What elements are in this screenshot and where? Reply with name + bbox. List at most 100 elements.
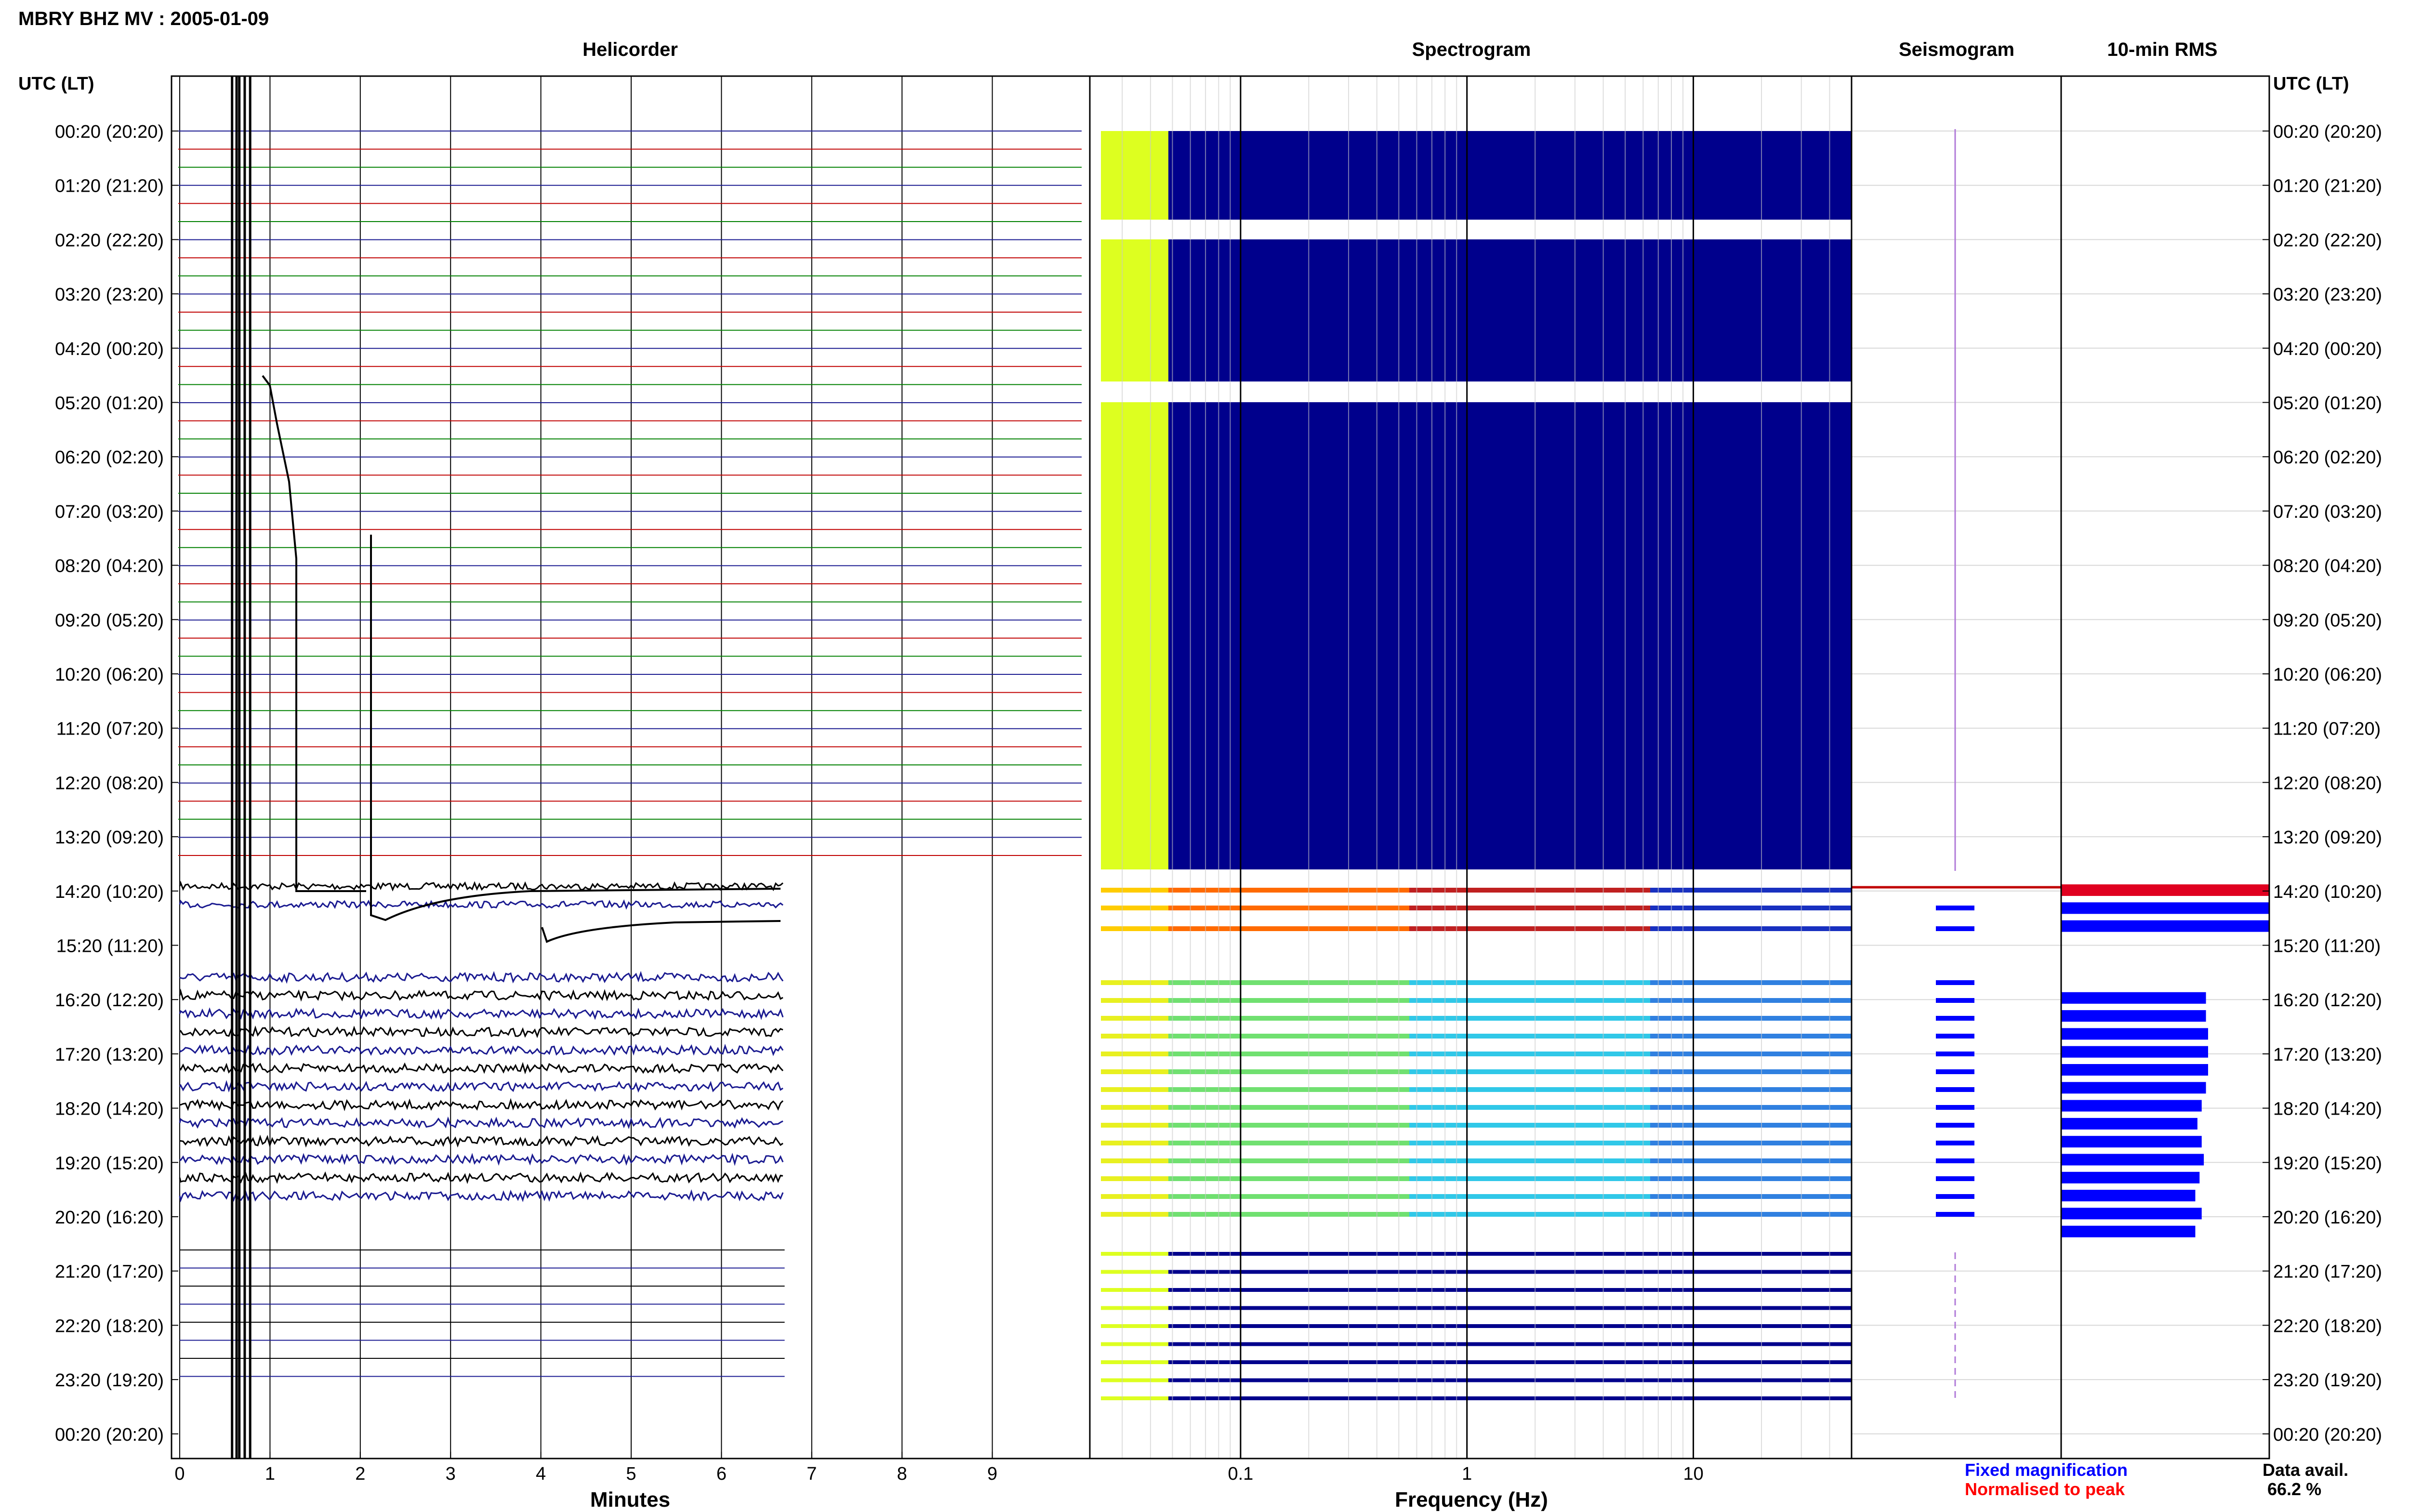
rms-bar bbox=[2061, 902, 2270, 914]
right-time-label: 00:20 (20:20) bbox=[2273, 122, 2382, 142]
seismogram-event-burst bbox=[1936, 1052, 1974, 1056]
spectro-active-row bbox=[1101, 1016, 1852, 1021]
right-time-label: 09:20 (05:20) bbox=[2273, 610, 2382, 631]
spectro-quiet-row bbox=[1168, 1360, 1852, 1364]
spectro-seg-top bbox=[1650, 926, 1852, 931]
spectro-seg-mid bbox=[1168, 906, 1409, 910]
spectro-seg-mid bbox=[1168, 1034, 1409, 1039]
rms-bar bbox=[2061, 1154, 2204, 1166]
spectro-seg-high bbox=[1409, 1123, 1650, 1128]
minute-tick-label: 7 bbox=[807, 1464, 817, 1484]
spectro-seg-high bbox=[1409, 1194, 1650, 1199]
minute-tick-label: 1 bbox=[265, 1464, 275, 1484]
helicorder-active-trace bbox=[179, 1189, 784, 1203]
left-time-label: 12:20 (08:20) bbox=[55, 773, 164, 793]
panel-frames bbox=[171, 75, 2270, 1459]
spectro-seg-high bbox=[1409, 1212, 1650, 1217]
seismogram-event-burst bbox=[1936, 1087, 1974, 1092]
spectrogram-panel bbox=[1101, 76, 1852, 1459]
left-time-label: 10:20 (06:20) bbox=[55, 665, 164, 685]
seismogram-event-burst bbox=[1936, 1123, 1974, 1128]
right-time-label: 21:20 (17:20) bbox=[2273, 1262, 2382, 1282]
helicorder-active-trace bbox=[179, 1171, 783, 1184]
spectro-active-row bbox=[1101, 926, 1852, 931]
helicorder-active-trace bbox=[180, 1098, 784, 1112]
left-time-label: 02:20 (22:20) bbox=[55, 230, 164, 250]
spectro-seg-high bbox=[1409, 1069, 1650, 1074]
spectro-block bbox=[1168, 131, 1852, 220]
left-time-label: 16:20 (12:20) bbox=[55, 990, 164, 1011]
spectro-seg-low bbox=[1101, 1105, 1168, 1110]
spectro-seg-low bbox=[1101, 1034, 1168, 1039]
left-time-label: 17:20 (13:20) bbox=[55, 1045, 164, 1065]
spectro-active-row bbox=[1101, 1034, 1852, 1039]
spectro-quiet-low bbox=[1101, 1396, 1168, 1400]
spectro-seg-low bbox=[1101, 1123, 1168, 1128]
left-time-label: 00:20 (20:20) bbox=[55, 1425, 164, 1445]
spectro-seg-top bbox=[1650, 998, 1852, 1003]
spectro-seg-top bbox=[1650, 1176, 1852, 1181]
right-time-label: 06:20 (02:20) bbox=[2273, 447, 2382, 468]
spectro-seg-mid bbox=[1168, 980, 1409, 985]
spectro-active-row bbox=[1101, 888, 1852, 893]
spectro-seg-low bbox=[1101, 1212, 1168, 1217]
spectro-seg-low bbox=[1101, 1176, 1168, 1181]
spectro-block bbox=[1168, 239, 1852, 381]
helicorder-active-trace bbox=[179, 1116, 783, 1130]
right-time-label: 19:20 (15:20) bbox=[2273, 1153, 2382, 1173]
seismogram-event-burst bbox=[1936, 1105, 1974, 1110]
spectro-quiet-row bbox=[1168, 1288, 1852, 1292]
left-time-label: 19:20 (15:20) bbox=[55, 1153, 164, 1173]
spectro-quiet-row bbox=[1168, 1306, 1852, 1310]
spectro-seg-top bbox=[1650, 1141, 1852, 1145]
spectro-seg-high bbox=[1409, 1034, 1650, 1039]
spectro-seg-mid bbox=[1168, 998, 1409, 1003]
minute-tick-label: 5 bbox=[626, 1464, 636, 1484]
right-time-axis-label: UTC (LT) bbox=[2273, 74, 2349, 94]
minute-tick-label: 3 bbox=[446, 1464, 456, 1484]
spectro-seg-high bbox=[1409, 926, 1650, 931]
rms-bar bbox=[2061, 1028, 2208, 1040]
spectro-seg-mid bbox=[1168, 926, 1409, 931]
rms-bar bbox=[2061, 1171, 2200, 1183]
spectro-seg-mid bbox=[1168, 1105, 1409, 1110]
left-time-axis-label: UTC (LT) bbox=[18, 74, 94, 94]
left-time-label: 23:20 (19:20) bbox=[55, 1370, 164, 1391]
rms-bar bbox=[2061, 920, 2270, 932]
spectro-quiet-low bbox=[1101, 1288, 1168, 1292]
seismogram-event-burst bbox=[1936, 1194, 1974, 1199]
right-time-label: 04:20 (00:20) bbox=[2273, 339, 2382, 359]
helicorder-active-trace bbox=[179, 1062, 784, 1075]
spectro-seg-top bbox=[1650, 1052, 1852, 1056]
spectro-quiet-low bbox=[1101, 1252, 1168, 1256]
left-time-label: 01:20 (21:20) bbox=[55, 176, 164, 197]
minute-tick-label: 0 bbox=[174, 1464, 185, 1484]
rms-bar bbox=[2061, 1136, 2202, 1148]
seismogram-event-burst bbox=[1936, 1141, 1974, 1145]
helicorder-step-curve-2 bbox=[541, 920, 781, 943]
rms-bar bbox=[2061, 1046, 2208, 1058]
frequency-tick-label: 1 bbox=[1462, 1464, 1472, 1484]
helicorder-recovery-curve bbox=[262, 375, 366, 892]
spectro-seg-high bbox=[1409, 980, 1650, 985]
spectro-quiet-low bbox=[1101, 1342, 1168, 1346]
spectro-low-band bbox=[1101, 239, 1168, 381]
spectro-seg-top bbox=[1650, 1194, 1852, 1199]
seismogram-event-burst bbox=[1936, 1212, 1974, 1217]
spectro-seg-high bbox=[1409, 1016, 1650, 1021]
spectro-active-row bbox=[1101, 1052, 1852, 1056]
right-time-label: 20:20 (16:20) bbox=[2273, 1208, 2382, 1228]
helicorder-active-trace bbox=[179, 988, 783, 1002]
left-time-label: 15:20 (11:20) bbox=[56, 936, 164, 957]
spectro-quiet-row bbox=[1168, 1324, 1852, 1328]
left-time-label: 03:20 (23:20) bbox=[55, 285, 164, 305]
spectro-seg-high bbox=[1409, 1141, 1650, 1145]
rms-bar bbox=[2061, 1100, 2202, 1112]
frequency-tick-label: 10 bbox=[1683, 1464, 1703, 1484]
left-time-label: 11:20 (07:20) bbox=[56, 719, 164, 739]
spectro-seg-top bbox=[1650, 1105, 1852, 1110]
spectro-seg-low bbox=[1101, 1194, 1168, 1199]
spectro-active-row bbox=[1101, 998, 1852, 1003]
spectro-seg-low bbox=[1101, 1141, 1168, 1145]
helicorder-panel bbox=[178, 76, 1082, 1459]
